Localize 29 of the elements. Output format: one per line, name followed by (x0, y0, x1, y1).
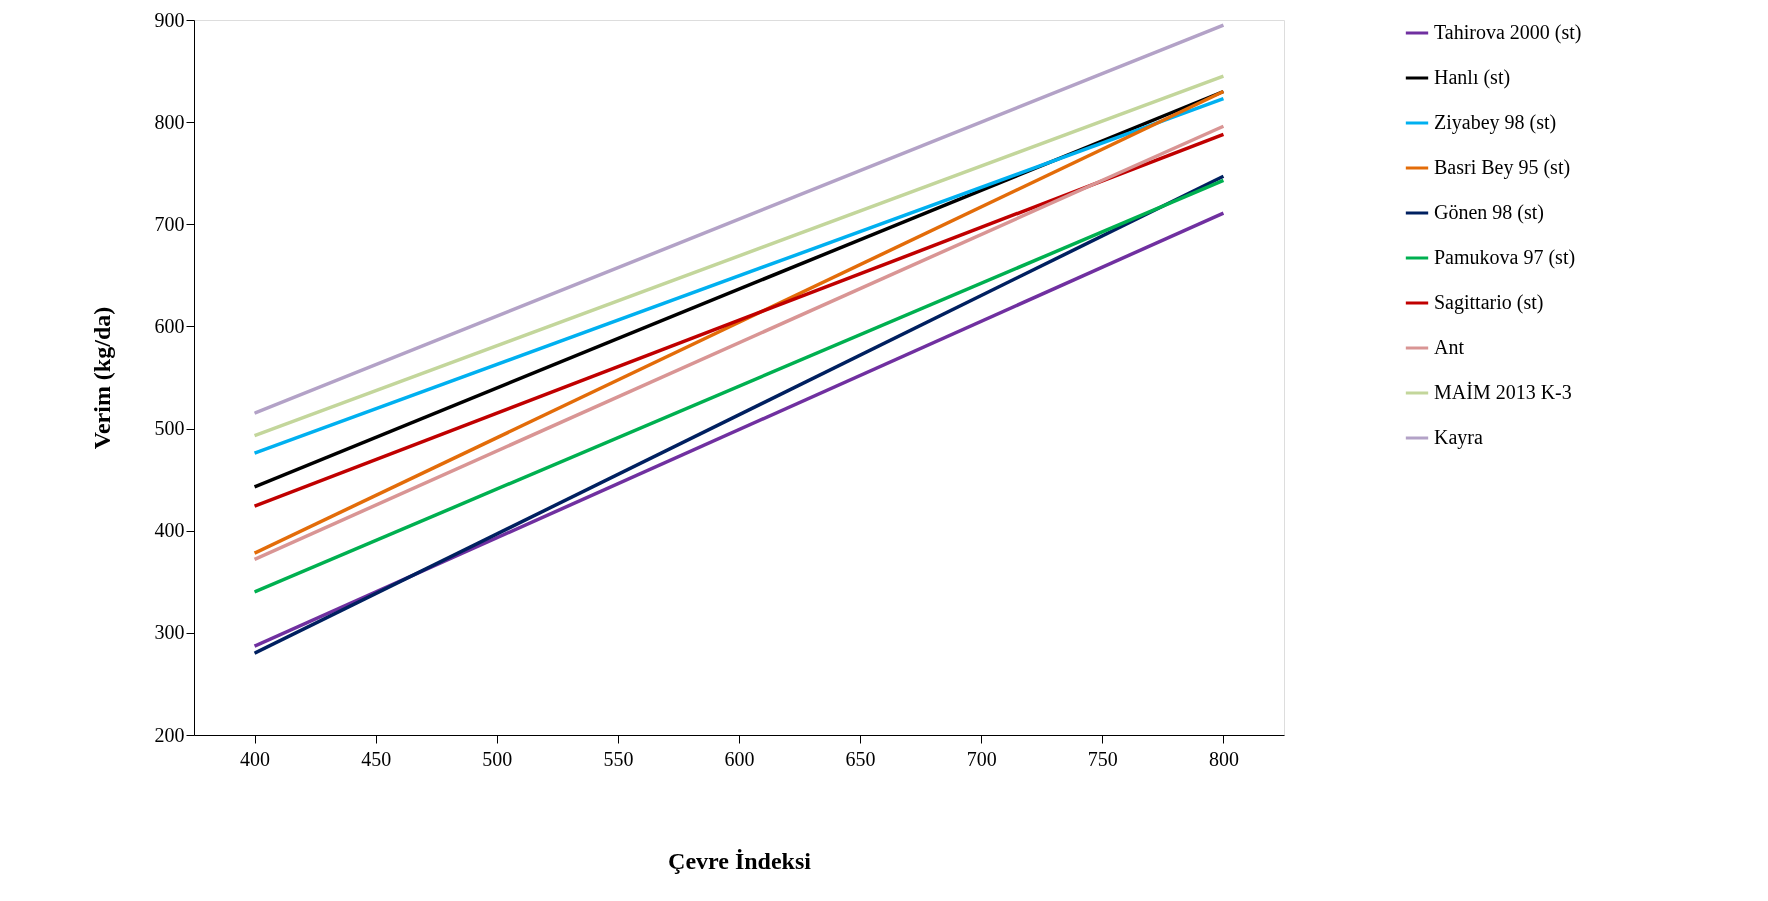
legend-label: Tahirova 2000 (st) (1434, 21, 1582, 44)
y-tick-label: 800 (154, 110, 185, 133)
x-axis-title: Çevre İndeksi (668, 847, 812, 874)
x-tick-label: 500 (482, 747, 513, 770)
legend-label: MAİM 2013 K-3 (1434, 381, 1572, 403)
legend-label: Ant (1434, 336, 1465, 358)
y-tick-label: 400 (154, 519, 185, 542)
y-tick-label: 300 (154, 621, 185, 644)
legend-label: Hanlı (st) (1434, 66, 1511, 89)
y-tick-label: 900 (154, 8, 185, 31)
legend-label: Kayra (1434, 426, 1483, 449)
x-tick-label: 600 (724, 747, 755, 770)
y-tick-label: 700 (154, 212, 185, 235)
y-tick-label: 600 (154, 314, 185, 337)
x-tick-label: 650 (845, 747, 876, 770)
x-tick-label: 550 (603, 747, 634, 770)
legend-label: Sagittario (st) (1434, 291, 1544, 314)
legend-label: Ziyabey 98 (st) (1434, 111, 1557, 134)
x-tick-label: 400 (240, 747, 271, 770)
x-tick-label: 450 (361, 747, 392, 770)
legend-label: Pamukova 97 (st) (1434, 246, 1576, 269)
y-axis-title: Verim (kg/da) (88, 306, 115, 450)
x-tick-label: 700 (966, 747, 997, 770)
legend-label: Gönen 98 (st) (1434, 201, 1544, 224)
y-tick-label: 500 (154, 417, 185, 440)
y-tick-label: 200 (154, 723, 185, 746)
x-tick-label: 750 (1087, 747, 1118, 770)
legend-label: Basri Bey 95 (st) (1434, 156, 1571, 179)
x-tick-label: 800 (1208, 747, 1239, 770)
